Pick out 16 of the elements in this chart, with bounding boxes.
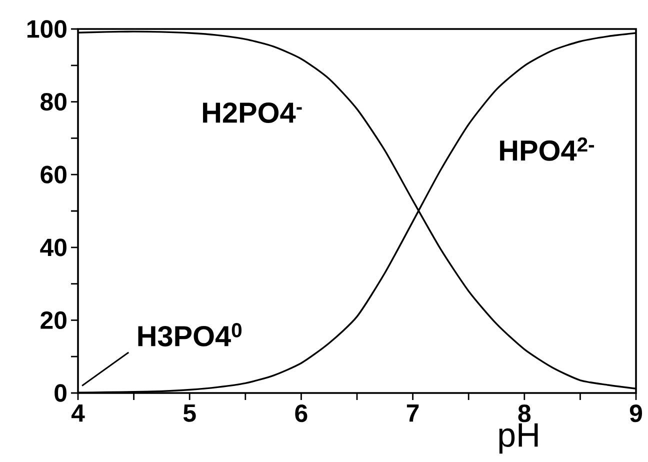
x-tick-label: 8: [518, 404, 531, 422]
x-tick-label: 4: [71, 404, 85, 422]
x-tick-label: 9: [630, 404, 642, 422]
y-tick-label: 100: [27, 20, 66, 38]
annotation: H3PO4$^{0}$: [138, 323, 242, 346]
y-tick-label: 60: [40, 166, 66, 184]
y-tick-label: 80: [40, 92, 66, 111]
y-tick-label: 20: [40, 311, 66, 330]
series-label: H2PO4$^{-}$: [203, 102, 302, 123]
x-tick-label: 5: [183, 404, 196, 422]
series-label: HPO4$^{2-}$: [500, 137, 594, 161]
y-tick-label: 40: [40, 238, 66, 256]
y-tick-label: 0: [54, 384, 66, 402]
x-tick-label: 7: [406, 404, 419, 422]
x-axis-title: pH: [499, 423, 538, 454]
x-tick-label: 6: [295, 404, 308, 422]
